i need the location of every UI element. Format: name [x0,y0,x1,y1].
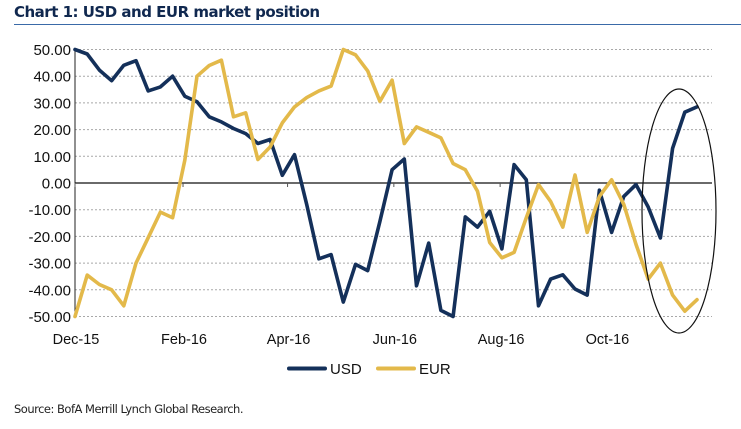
y-tick-label: 50.00 [33,42,71,59]
y-tick-label: -30.00 [28,256,71,273]
x-tick-label: Jun-16 [373,332,417,348]
highlight-ellipse [641,88,717,334]
y-tick-label: 20.00 [33,122,71,139]
y-tick-label: 10.00 [33,149,71,166]
chart-title: Chart 1: USD and EUR market position [14,3,320,21]
x-tick-label: Dec-15 [53,332,100,348]
legend-item-eur: EUR [376,361,451,378]
y-tick-label: 40.00 [33,69,71,86]
y-tick-label: -20.00 [28,229,71,246]
y-tick-label: 0.00 [42,176,71,193]
legend-item-usd: USD [287,361,362,378]
x-tick-label: Feb-16 [161,332,207,348]
y-tick-label: -10.00 [28,202,71,219]
title-rule [14,24,741,25]
y-tick-label: -50.00 [28,309,71,326]
x-tick-label: Oct-16 [586,332,630,348]
y-tick-label: 30.00 [33,95,71,112]
y-tick-label: -40.00 [28,282,71,299]
legend-label: USD [330,361,362,378]
source-note: Source: BofA Merrill Lynch Global Resear… [14,402,243,416]
x-tick-label: Aug-16 [478,332,525,348]
series-line-eur [73,47,699,319]
legend-label: EUR [419,361,451,378]
series-line-usd [73,47,699,319]
x-tick-label: Apr-16 [267,332,311,348]
